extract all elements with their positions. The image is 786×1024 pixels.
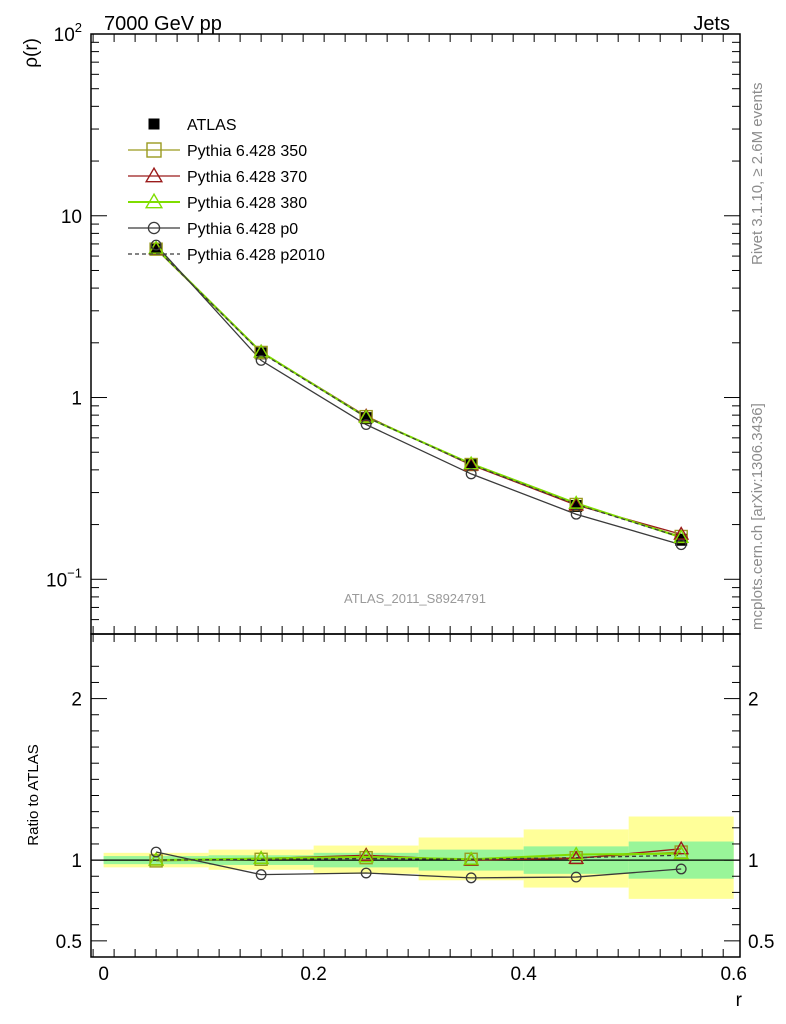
ratio-point-pythia-6-428-370 xyxy=(568,850,585,865)
data-point-pythia-6-428-p0 xyxy=(570,508,582,520)
data-point-pythia-6-428-p0 xyxy=(360,419,372,431)
ratio-point-pythia-6-428-380 xyxy=(463,851,480,865)
ratio-point-pythia-6-428-p0 xyxy=(675,863,687,875)
ratio-y-tick-label: 2 xyxy=(71,690,82,711)
y-tick-label: 1 xyxy=(71,389,82,410)
y-tick-label: 10−1 xyxy=(46,565,82,591)
y-tick-label: 102 xyxy=(54,20,82,46)
series-line-pythia-6-428-380 xyxy=(155,247,682,539)
ratio-line-pythia-6-428-p2010 xyxy=(156,854,682,861)
legend-marker xyxy=(148,118,160,130)
legend-label-pythia-6-428-350: Pythia 6.428 350 xyxy=(187,143,307,160)
series-line-pythia-6-428-p2010 xyxy=(155,248,682,539)
rivet-version-label: Rivet 3.1.10, ≥ 2.6M events xyxy=(749,83,766,266)
data-point-pythia-6-428-370 xyxy=(673,526,690,540)
header-jets-label: Jets xyxy=(693,13,730,35)
data-point-pythia-6-428-p0 xyxy=(465,468,477,480)
data-point-pythia-6-428-380 xyxy=(673,529,690,543)
ratio-panel: 0.5 0.5 1 1 2 2 0 0.2 0.4 0.6 xyxy=(56,633,774,985)
legend: ATLAS Pythia 6.428 350 Pythia 6.428 370 Pyt… xyxy=(128,117,325,264)
ratio-line-pythia-6-428-p0 xyxy=(155,851,682,879)
series-line-pythia-6-428-370 xyxy=(155,248,682,535)
legend-label-pythia-6-428-p0: Pythia 6.428 p0 xyxy=(187,221,298,238)
data-point-pythia-6-428-p0 xyxy=(675,539,687,551)
ratio-y-tick-label-right: 2 xyxy=(748,690,759,711)
legend-marker xyxy=(144,166,164,183)
analysis-watermark: ATLAS_2011_S8924791 xyxy=(344,591,486,606)
legend-marker xyxy=(144,192,164,209)
ratio-line-pythia-6-428-380 xyxy=(156,852,682,862)
header-energy-label: 7000 GeV pp xyxy=(104,13,222,35)
ratio-point-pythia-6-428-380 xyxy=(253,850,270,865)
x-tick-label: 0 xyxy=(98,964,109,985)
x-tick-label: 0.4 xyxy=(510,964,537,985)
x-axis-label: r xyxy=(736,990,743,1011)
x-tick-label: 0.6 xyxy=(720,964,746,985)
ratio-point-pythia-6-428-380 xyxy=(358,848,375,863)
ratio-y-axis-label: Ratio to ATLAS xyxy=(25,744,42,845)
mcplots-reference-label: mcplots.cern.ch [arXiv:1306.3436] xyxy=(749,403,766,630)
data-point-pythia-6-428-380 xyxy=(253,343,270,358)
legend-label-pythia-6-428-370: Pythia 6.428 370 xyxy=(187,169,307,186)
ratio-point-pythia-6-428-380 xyxy=(148,852,165,866)
ratio-point-pythia-6-428-380 xyxy=(568,846,585,861)
series-line-pythia-6-428-350 xyxy=(155,248,682,538)
data-point-pythia-6-428-380 xyxy=(568,495,585,509)
x-tick-label: 0.2 xyxy=(300,964,326,985)
data-point-pythia-6-428-p0 xyxy=(255,354,267,366)
legend-marker xyxy=(146,142,162,158)
main-panel: 10−1 1 10 102 xyxy=(46,20,741,635)
legend-marker xyxy=(147,221,161,235)
legend-label-atlas: ATLAS xyxy=(187,117,237,134)
data-point-pythia-6-428-p0 xyxy=(150,239,162,251)
ratio-point-pythia-6-428-p0 xyxy=(360,867,372,879)
ratio-y-tick-label-right: 0.5 xyxy=(748,932,774,953)
ratio-point-pythia-6-428-370 xyxy=(358,847,375,861)
ratio-frame xyxy=(90,633,741,958)
main-y-axis-label: ρ(r) xyxy=(21,38,42,68)
ratio-point-pythia-6-428-350 xyxy=(254,852,268,866)
data-point-pythia-6-428-380 xyxy=(148,240,165,254)
ratio-point-pythia-6-428-p0 xyxy=(570,871,582,883)
ratio-y-tick-label: 1 xyxy=(71,851,82,872)
ratio-point-pythia-6-428-p0 xyxy=(150,846,162,858)
y-tick-label: 10 xyxy=(61,207,82,228)
data-point-pythia-6-428-380 xyxy=(358,409,375,423)
legend-label-pythia-6-428-p2010: Pythia 6.428 p2010 xyxy=(187,247,325,264)
ratio-y-tick-label: 0.5 xyxy=(56,932,82,953)
ratio-point-pythia-6-428-370 xyxy=(673,840,690,855)
ratio-point-pythia-6-428-p0 xyxy=(255,869,267,881)
ratio-y-tick-label-right: 1 xyxy=(748,851,759,872)
ratio-point-pythia-6-428-p0 xyxy=(465,872,477,884)
ratio-point-pythia-6-428-380 xyxy=(673,845,690,860)
series-line-pythia-6-428-p0 xyxy=(155,244,682,546)
ratio-point-pythia-6-428-350 xyxy=(149,854,163,868)
legend-label-pythia-6-428-380: Pythia 6.428 380 xyxy=(187,195,307,212)
